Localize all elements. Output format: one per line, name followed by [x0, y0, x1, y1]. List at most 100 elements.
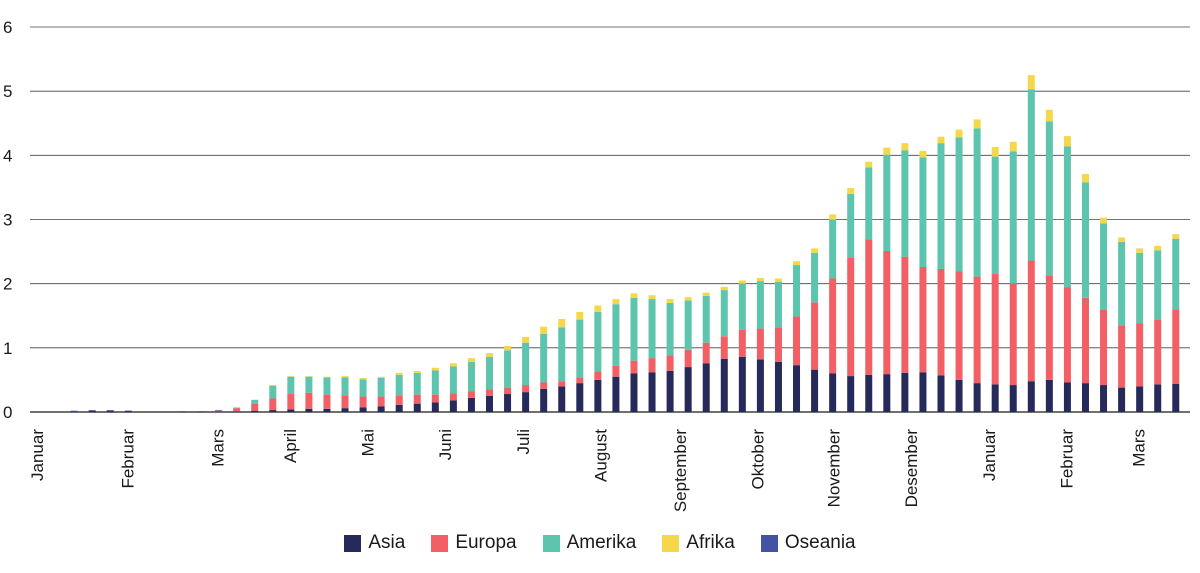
- bar-segment-afrika: [883, 147, 891, 155]
- bar-segment-asia: [431, 402, 439, 412]
- bar-segment-amerika: [1118, 241, 1126, 326]
- bar-segment-asia: [1118, 387, 1126, 412]
- bar-segment-asia: [1045, 379, 1053, 412]
- legend-item-afrika: Afrika: [662, 532, 735, 554]
- bar-segment-asia: [991, 384, 999, 412]
- bar-segment-asia: [955, 379, 963, 412]
- bar-segment-amerika: [865, 167, 873, 240]
- bar-segment-amerika: [449, 366, 457, 394]
- bar-segment-asia: [883, 374, 891, 412]
- bar-segment-oseania: [70, 410, 78, 412]
- legend-item-oseania: Oseania: [760, 532, 856, 554]
- bar-segment-afrika: [1118, 237, 1126, 242]
- bar-segment-asia: [540, 388, 548, 412]
- bar-segment-europa: [504, 387, 512, 395]
- bar-segment-europa: [269, 398, 277, 411]
- bar-segment-amerika: [630, 297, 638, 361]
- bar-segment-afrika: [847, 188, 855, 194]
- bar-segment-asia: [811, 369, 819, 412]
- bar-segment-afrika: [558, 318, 566, 328]
- bar-segment-europa: [702, 342, 710, 364]
- bar-segment-amerika: [594, 311, 602, 372]
- bar-segment-europa: [1154, 319, 1162, 385]
- bar-segment-afrika: [305, 376, 313, 377]
- legend-swatch: [542, 534, 560, 552]
- bar-segment-asia: [287, 409, 295, 412]
- bar-segment-asia: [486, 395, 493, 412]
- bar-segment-europa: [341, 395, 349, 409]
- bar-segment-asia: [88, 410, 96, 412]
- bar-segment-afrika: [756, 277, 764, 282]
- x-tick-label: Februar: [118, 429, 137, 489]
- bar-segment-afrika: [1045, 109, 1053, 122]
- bar-segment-amerika: [684, 300, 692, 350]
- y-tick-label: 2: [3, 275, 12, 294]
- bar-segment-afrika: [1136, 248, 1144, 253]
- bar-segment-asia: [793, 365, 801, 412]
- bar-segment-amerika: [901, 150, 909, 257]
- bar-segment-europa: [594, 371, 602, 380]
- bar-segment-amerika: [1100, 223, 1108, 310]
- bar-segment-asia: [1136, 386, 1144, 412]
- bar-segment-europa: [486, 389, 493, 396]
- bar-segment-afrika: [594, 305, 602, 312]
- bar-segment-europa: [359, 396, 367, 408]
- bar-segment-asia: [377, 406, 385, 412]
- bar-segment-afrika: [359, 377, 367, 380]
- bar-segment-asia: [522, 392, 530, 412]
- bar-segment-europa: [1136, 323, 1144, 387]
- bar-segment-afrika: [1154, 245, 1162, 251]
- bar-segment-afrika: [991, 146, 999, 157]
- bar-segment-amerika: [955, 137, 963, 272]
- bar-segment-europa: [811, 302, 819, 370]
- bar-segment-asia: [612, 376, 620, 412]
- bar-segment-europa: [1027, 260, 1035, 382]
- bar-segment-amerika: [233, 407, 241, 409]
- legend-item-europa: Europa: [431, 532, 517, 554]
- bar-segment-asia: [1172, 383, 1180, 412]
- x-tick-label: Juli: [514, 429, 533, 455]
- bar-segment-europa: [1081, 297, 1089, 384]
- bar-segment-europa: [756, 328, 764, 360]
- bar-segment-afrika: [431, 367, 439, 371]
- bar-segment-asia: [1154, 384, 1162, 412]
- legend-swatch: [344, 534, 362, 552]
- bar-segment-europa: [377, 396, 385, 407]
- bar-segment-europa: [287, 394, 295, 410]
- x-tick-label: Januar: [980, 429, 999, 481]
- bar-segment-amerika: [540, 333, 548, 383]
- bar-segment-afrika: [774, 278, 782, 282]
- bar-segment-amerika: [1027, 89, 1035, 261]
- bar-segment-europa: [233, 408, 241, 412]
- bar-segment-europa: [829, 278, 837, 374]
- bar-segment-amerika: [467, 361, 475, 392]
- bar-segment-asia: [269, 410, 277, 412]
- bar-segment-afrika: [1172, 234, 1180, 239]
- bar-segment-amerika: [1063, 146, 1071, 288]
- bar-segment-amerika: [991, 156, 999, 275]
- y-tick-label: 5: [3, 82, 12, 101]
- bar-segment-asia: [106, 410, 114, 412]
- bar-segment-amerika: [287, 376, 295, 395]
- x-axis-labels: Januar Februar Mars April Mai Juni Juli August S…: [28, 429, 1149, 513]
- bar-segment-amerika: [793, 265, 801, 317]
- bar-segment-asia: [124, 410, 132, 412]
- stacked-bar-chart: 0 1 2 3 4 5 6 Januar Februar Mars April Mai Juni Jul…: [3, 18, 1190, 513]
- bar-segment-europa: [1009, 283, 1017, 386]
- bar-segment-europa: [991, 274, 999, 385]
- bar-segment-afrika: [1027, 75, 1035, 90]
- bar-segment-asia: [1081, 383, 1089, 412]
- bar-segment-europa: [1172, 309, 1180, 384]
- bar-segment-afrika: [702, 292, 710, 296]
- bar-segment-asia: [413, 403, 421, 412]
- bar-segment-asia: [648, 372, 656, 412]
- x-tick-label: Oktober: [749, 429, 768, 490]
- bar-segment-asia: [233, 411, 241, 412]
- bar-segment-europa: [847, 258, 855, 377]
- bar-segment-amerika: [269, 385, 277, 399]
- bar-segment-europa: [666, 355, 674, 371]
- bar-segment-afrika: [449, 363, 457, 367]
- bar-segment-asia: [558, 386, 566, 412]
- legend-item-asia: Asia: [344, 532, 405, 554]
- bar-segment-asia: [449, 400, 457, 412]
